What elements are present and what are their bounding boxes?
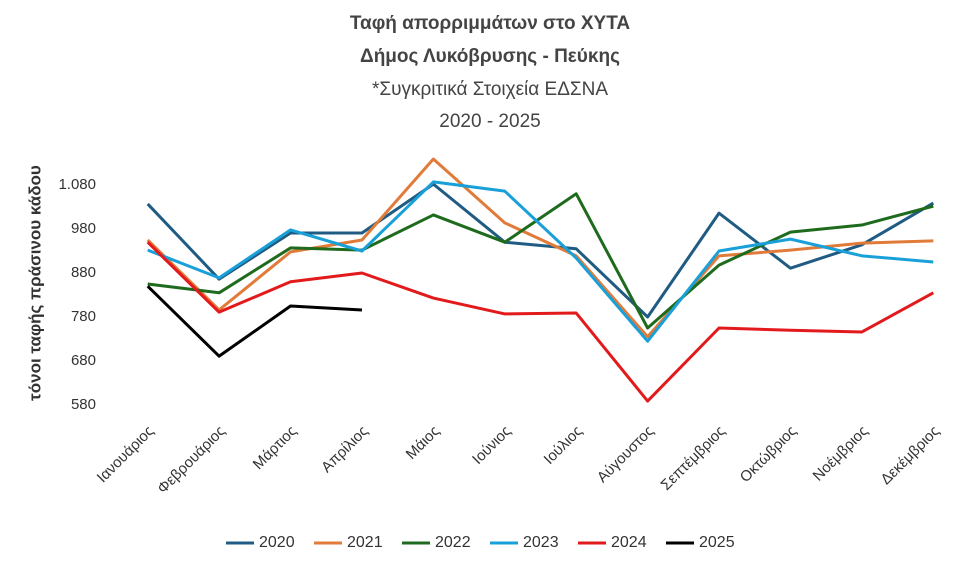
x-tick-label: Δεκέμβριος	[877, 423, 942, 488]
chart-title: Δήμος Λυκόβρυσης - Πεύκης	[360, 46, 620, 67]
legend-label: 2020	[259, 534, 295, 551]
x-tick-label: Οκτώβριος	[737, 423, 800, 486]
series-line	[146, 182, 935, 319]
x-tick-label: Μάιος	[403, 423, 443, 463]
x-tick-label: Απρίλιος	[318, 423, 371, 476]
x-tick-label: Φεβρουάριος	[154, 423, 229, 498]
y-tick-label: 980	[71, 220, 96, 237]
legend-label: 2022	[435, 534, 471, 551]
series-line	[146, 285, 363, 358]
x-tick-label: Μάρτιος	[250, 423, 300, 473]
y-axis-label: τόνοι ταφής πράσινου κάδου	[25, 165, 44, 401]
y-tick-label: 680	[71, 352, 96, 369]
series-line	[146, 241, 935, 403]
series-line	[147, 192, 934, 330]
y-tick-label: 580	[71, 396, 96, 413]
x-tick-label: Νοέμβριος	[810, 423, 872, 485]
chart-title: Ταφή απορριμμάτων στο ΧΥΤΑ	[350, 13, 631, 34]
legend-label: 2024	[611, 534, 647, 551]
chart-subtitle: 2020 - 2025	[439, 111, 540, 132]
legend-label: 2023	[523, 534, 559, 551]
x-tick-label: Σεπτέμβριος	[658, 423, 729, 494]
x-tick-label: Ιούλιος	[540, 423, 585, 468]
x-tick-label: Ιανουάριος	[94, 423, 158, 487]
legend-label: 2021	[347, 534, 383, 551]
series-line	[147, 180, 934, 343]
chart-subtitle: *Συγκριτικά Στοιχεία ΕΔΣΝΑ	[372, 79, 608, 100]
y-tick-label: 880	[71, 264, 96, 281]
y-tick-label: 1.080	[58, 176, 96, 193]
series-line	[146, 157, 934, 339]
x-tick-label: Αύγουστος	[594, 423, 657, 486]
legend-label: 2025	[699, 534, 735, 551]
x-tick-label: Ιούνιος	[469, 423, 514, 468]
y-tick-label: 780	[71, 308, 96, 325]
